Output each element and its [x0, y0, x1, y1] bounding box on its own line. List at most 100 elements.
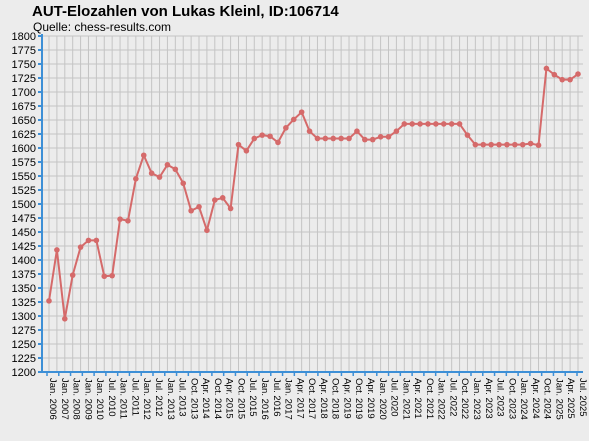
data-point — [504, 141, 510, 148]
data-point — [133, 176, 139, 182]
grid — [42, 35, 583, 373]
y-tick-label: 1575 — [12, 157, 36, 169]
data-point — [101, 273, 108, 280]
data-point — [575, 71, 581, 77]
data-point — [496, 141, 502, 148]
data-point — [267, 133, 273, 140]
x-tick-label: Jul. 2015 — [247, 378, 258, 417]
x-tick-label: Apr. 2017 — [294, 378, 305, 419]
y-tick-label: 1350 — [12, 283, 36, 295]
data-point — [417, 121, 423, 127]
data-point — [338, 135, 344, 142]
y-tick-label: 1650 — [12, 115, 36, 127]
data-point — [235, 141, 242, 148]
x-tick-label: Oct. 2018 — [330, 378, 341, 419]
data-point — [559, 76, 566, 83]
x-tick-label: Apr. 2025 — [565, 378, 576, 419]
x-tick-label: Jul. 2011 — [129, 378, 140, 416]
data-point — [251, 135, 258, 142]
x-tick-label: Jan. 2023 — [471, 378, 482, 420]
y-tick-label: 1400 — [12, 255, 36, 267]
data-point — [164, 162, 171, 168]
x-tick-label: Jan. 2017 — [283, 378, 294, 420]
data-point — [54, 247, 60, 253]
data-point — [322, 135, 329, 142]
x-tick-label: Apr. 2019 — [365, 378, 376, 419]
data-point — [85, 237, 92, 244]
data-point — [440, 121, 447, 127]
x-tick-label: Jul. 2013 — [177, 378, 188, 417]
x-tick-label: Jan. 2009 — [82, 378, 93, 420]
chart-subtitle: Quelle: chess-results.com — [33, 20, 172, 34]
data-point — [425, 121, 431, 127]
data-point — [275, 139, 281, 146]
x-tick-label: Jan. 2016 — [259, 378, 270, 420]
data-point — [46, 298, 52, 304]
x-tick-label: Jan. 2024 — [518, 378, 529, 420]
y-tick-label: 1775 — [12, 45, 36, 57]
data-point — [125, 218, 131, 224]
data-point — [259, 132, 265, 138]
data-point — [369, 136, 376, 143]
data-point — [109, 272, 115, 279]
data-point — [346, 135, 352, 142]
x-tick-label: Apr. 2019 — [341, 378, 352, 419]
x-tick-label: Apr. 2015 — [224, 378, 235, 419]
x-tick-label: Jan. 2013 — [165, 378, 176, 420]
y-tick-label: 1250 — [12, 339, 36, 351]
data-point — [480, 141, 487, 148]
data-point — [433, 121, 439, 127]
data-point — [385, 134, 392, 140]
x-tick-label: Oct. 2023 — [506, 378, 517, 419]
data-point — [69, 272, 76, 278]
x-tick-label: Jul. 2022 — [447, 378, 458, 417]
y-tick-label: 1500 — [12, 199, 36, 211]
x-tick-label: Oct. 2014 — [212, 378, 223, 419]
x-tick-label: Apr. 2024 — [530, 378, 541, 419]
data-point — [156, 174, 163, 180]
x-tick-label: Apr. 2021 — [412, 378, 423, 419]
y-tick-label: 1525 — [12, 185, 36, 197]
data-point — [409, 121, 415, 127]
x-tick-label: Jan. 2021 — [400, 378, 411, 420]
data-point — [543, 65, 550, 72]
data-point — [377, 134, 384, 140]
data-point — [314, 135, 321, 142]
data-point — [117, 216, 123, 222]
data-point — [140, 152, 147, 159]
data-point — [488, 141, 494, 148]
data-point — [204, 227, 210, 234]
x-tick-label: Apr. 2018 — [318, 378, 329, 419]
x-tick-label: Jan. 2012 — [141, 378, 152, 420]
x-tick-label: Apr. 2023 — [483, 378, 494, 419]
y-tick-label: 1725 — [12, 73, 36, 85]
x-tick-label: Oct. 2021 — [424, 378, 435, 419]
x-tick-label: Jul. 2012 — [153, 378, 164, 417]
y-tick-label: 1800 — [12, 31, 36, 43]
y-tick-label: 1700 — [12, 87, 36, 99]
y-tick-label: 1600 — [12, 143, 36, 155]
data-point — [61, 316, 68, 322]
data-point — [227, 205, 234, 212]
y-tick-label: 1225 — [12, 353, 36, 365]
y-tick-label: 1300 — [12, 311, 36, 323]
data-point — [290, 116, 297, 123]
data-point — [180, 180, 187, 187]
x-tick-label: Jan. 2022 — [436, 378, 447, 420]
x-tick-label: Apr. 2014 — [200, 378, 211, 419]
x-tick-label: Oct. 2017 — [306, 378, 317, 419]
x-tick-label: Jan. 2025 — [553, 378, 564, 420]
data-point — [148, 170, 155, 176]
data-point — [243, 148, 250, 154]
data-point — [330, 135, 337, 142]
data-point — [172, 166, 179, 173]
y-tick-labels: 1200 1225 1250 1275 1300 1325 1350 1375 1400 1425… — [12, 31, 36, 379]
data-point — [527, 140, 534, 147]
data-point — [456, 121, 463, 127]
y-tick-label: 1375 — [12, 269, 36, 281]
y-tick-label: 1750 — [12, 59, 36, 71]
y-tick-label: 1450 — [12, 227, 36, 239]
data-point — [448, 121, 455, 127]
data-point — [77, 244, 84, 250]
